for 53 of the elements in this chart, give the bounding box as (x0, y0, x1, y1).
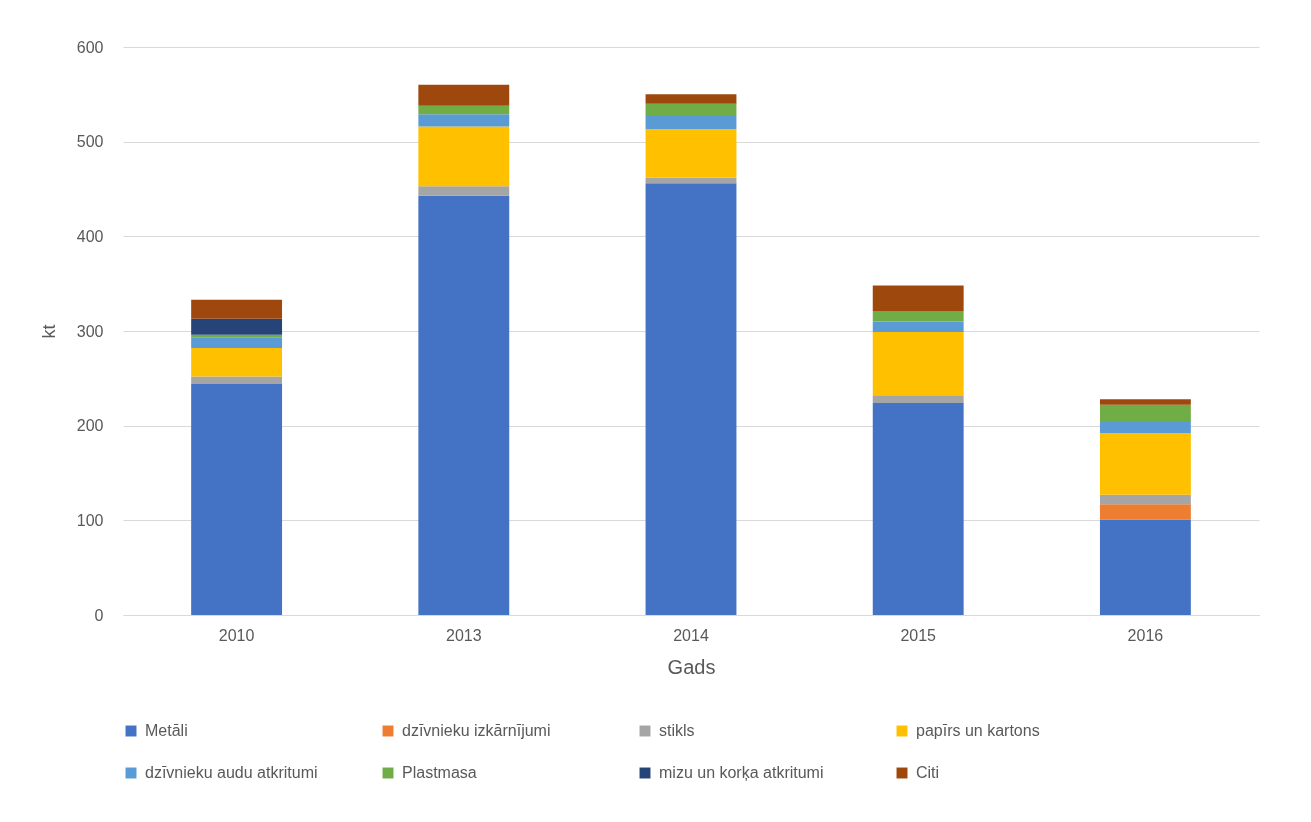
bar (418, 186, 510, 196)
y-tick-label: 500 (76, 133, 104, 151)
legend-label: Citi (916, 764, 940, 781)
bar (645, 94, 737, 104)
x-tick-label: 2015 (900, 626, 937, 644)
bar (418, 84, 510, 106)
legend-label: Metāli (145, 722, 188, 739)
x-axis-title: Gads (667, 655, 716, 678)
legend-label: papīrs un kartons (916, 722, 1040, 739)
bar (872, 402, 964, 615)
bar (191, 299, 283, 319)
legend-label: mizu un korķa atkritumi (659, 764, 824, 781)
bar (645, 129, 737, 178)
x-tick-label: 2010 (218, 626, 255, 644)
y-tick-label: 0 (94, 606, 104, 624)
x-tick-label: 2013 (446, 626, 482, 644)
bar (191, 384, 283, 615)
bar (418, 114, 510, 127)
legend-label: dzīvnieku audu atkritumi (145, 764, 318, 781)
legend-label: Plastmasa (402, 764, 477, 781)
bar (418, 105, 510, 115)
y-tick-label: 200 (76, 417, 104, 435)
bar (645, 103, 737, 117)
y-tick-label: 600 (76, 38, 104, 56)
bar (418, 195, 510, 615)
bar (1099, 494, 1191, 505)
bar (191, 318, 283, 335)
legend-label: dzīvnieku izkārnījumi (402, 722, 551, 739)
bar (1099, 421, 1191, 434)
bar (1099, 504, 1191, 520)
bar (872, 331, 964, 396)
legend-label: stikls (659, 722, 695, 739)
bar (1099, 399, 1191, 405)
bar (645, 116, 737, 130)
bar (418, 126, 510, 187)
y-tick-label: 400 (76, 227, 104, 245)
bar (872, 395, 964, 403)
bar (1099, 433, 1191, 495)
bar (872, 321, 964, 332)
y-tick-label: 100 (76, 511, 104, 529)
bar (191, 337, 283, 349)
bar (872, 311, 964, 322)
bar (191, 348, 283, 377)
bar (191, 334, 283, 338)
bar (1099, 404, 1191, 422)
bar (191, 376, 283, 385)
bar (872, 285, 964, 312)
x-tick-label: 2014 (673, 626, 709, 644)
y-axis-title: kt (38, 324, 59, 339)
bar (645, 183, 737, 615)
y-tick-label: 300 (76, 322, 104, 340)
x-tick-label: 2016 (1127, 626, 1164, 644)
bar (1099, 519, 1191, 615)
